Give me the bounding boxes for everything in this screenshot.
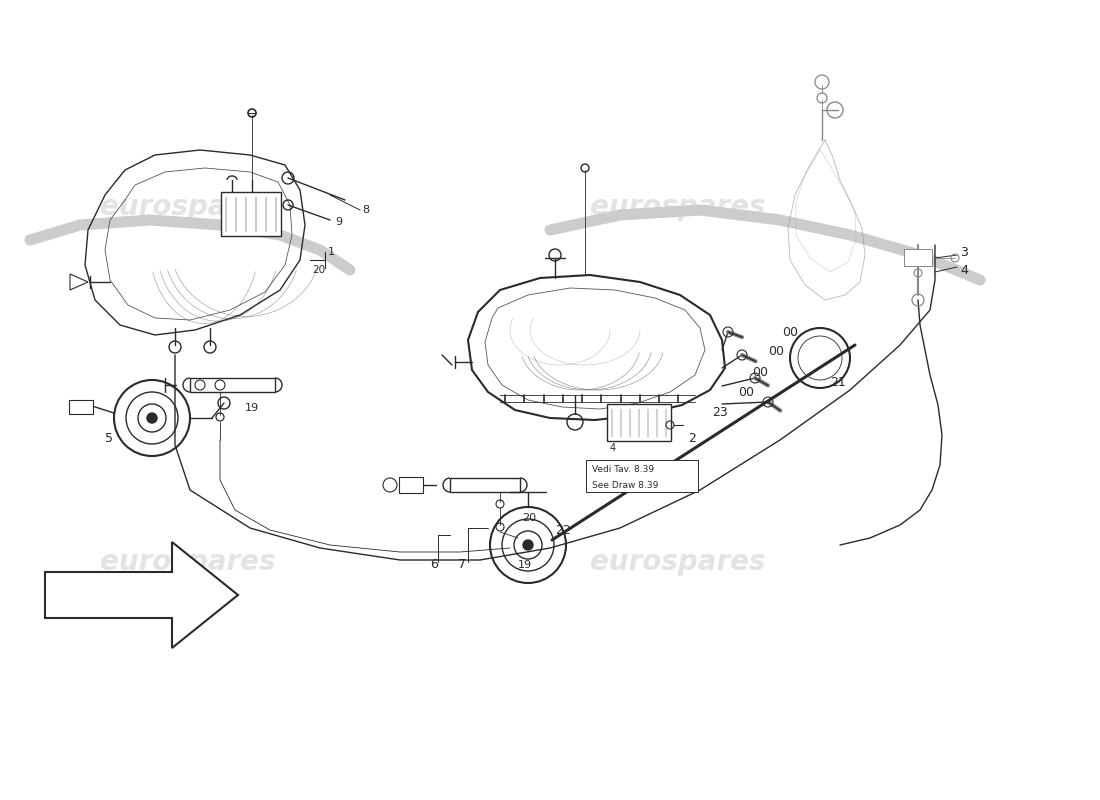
- Polygon shape: [45, 542, 238, 648]
- FancyBboxPatch shape: [607, 404, 671, 441]
- Text: 00: 00: [738, 386, 754, 398]
- Text: 22: 22: [556, 523, 571, 537]
- Text: 23: 23: [712, 406, 728, 418]
- Text: 19: 19: [245, 403, 260, 413]
- Text: 00: 00: [752, 366, 768, 378]
- Text: eurospares: eurospares: [100, 548, 275, 576]
- FancyBboxPatch shape: [904, 249, 932, 266]
- FancyBboxPatch shape: [586, 460, 698, 492]
- Text: See Draw 8.39: See Draw 8.39: [592, 481, 659, 490]
- FancyBboxPatch shape: [69, 400, 94, 414]
- Text: 6: 6: [430, 558, 438, 571]
- Text: 7: 7: [458, 558, 466, 571]
- Text: 19: 19: [518, 560, 532, 570]
- Text: 20: 20: [522, 513, 536, 523]
- Circle shape: [147, 413, 157, 423]
- Text: eurospares: eurospares: [100, 193, 275, 221]
- Text: 4: 4: [960, 263, 968, 277]
- Circle shape: [522, 540, 534, 550]
- Text: 21: 21: [830, 375, 846, 389]
- Text: 4: 4: [609, 443, 616, 453]
- Text: eurospares: eurospares: [590, 193, 766, 221]
- Text: 8: 8: [362, 205, 370, 215]
- Text: 00: 00: [782, 326, 797, 338]
- Text: 2: 2: [688, 431, 696, 445]
- Text: Vedi Tav. 8.39: Vedi Tav. 8.39: [592, 466, 654, 474]
- Text: 20: 20: [312, 265, 326, 275]
- FancyBboxPatch shape: [399, 477, 424, 493]
- Text: 9: 9: [336, 217, 342, 227]
- Text: 3: 3: [960, 246, 968, 258]
- Text: 1: 1: [328, 247, 336, 257]
- Text: 5: 5: [104, 431, 113, 445]
- FancyBboxPatch shape: [221, 192, 280, 236]
- Text: eurospares: eurospares: [590, 548, 766, 576]
- Text: 00: 00: [768, 346, 784, 358]
